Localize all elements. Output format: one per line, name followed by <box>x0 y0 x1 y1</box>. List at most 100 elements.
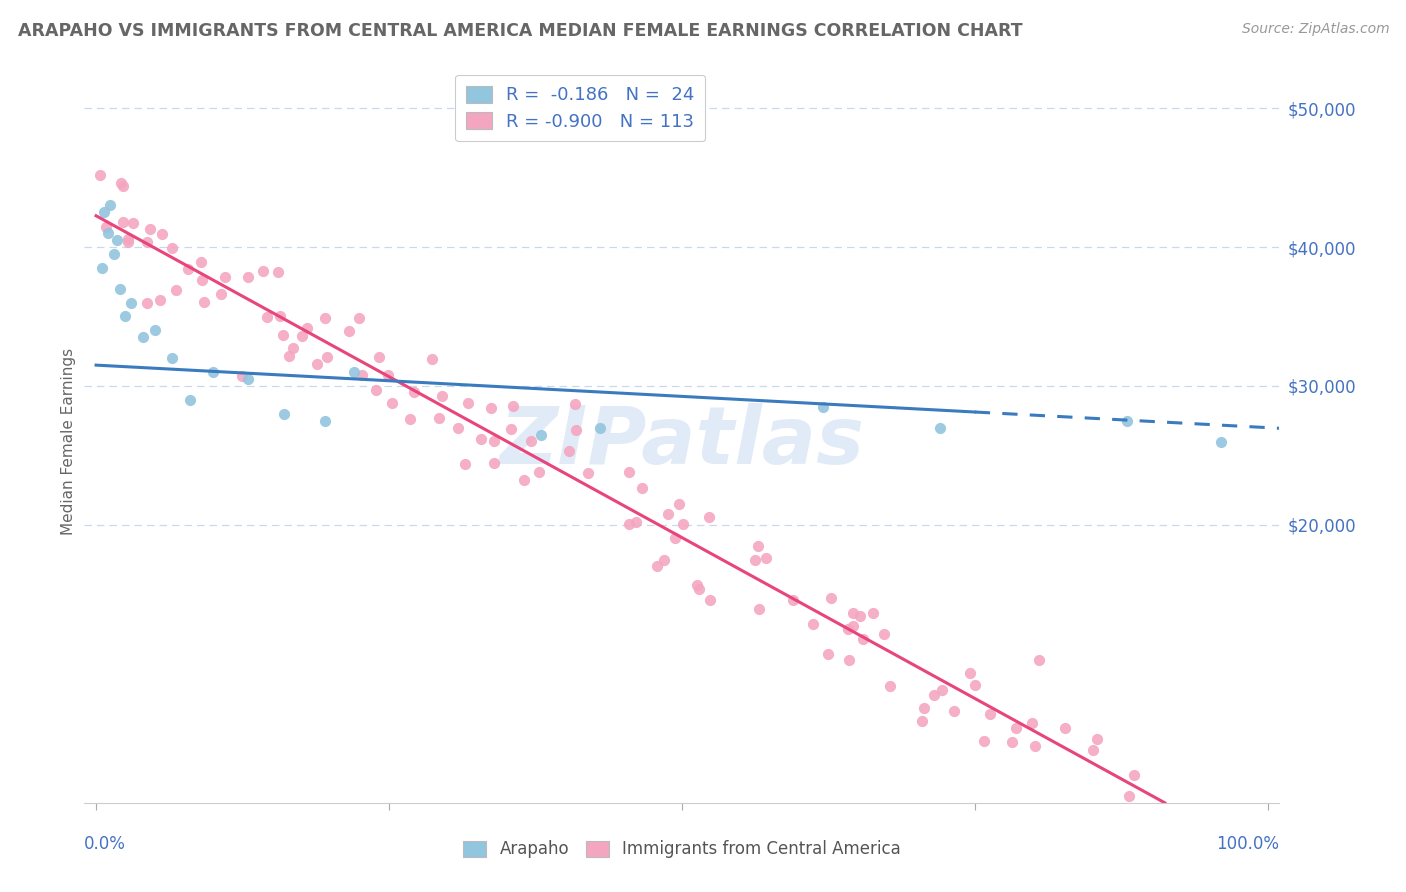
Point <box>911 714 934 728</box>
Point <box>564 397 586 411</box>
Point <box>108 282 131 296</box>
Point <box>1024 739 1046 753</box>
Text: ARAPAHO VS IMMIGRANTS FROM CENTRAL AMERICA MEDIAN FEMALE EARNINGS CORRELATION CH: ARAPAHO VS IMMIGRANTS FROM CENTRAL AMERI… <box>18 22 1024 40</box>
Point <box>963 677 986 691</box>
Point <box>420 351 443 366</box>
Point <box>209 286 232 301</box>
Point <box>803 616 825 631</box>
Text: 100.0%: 100.0% <box>1216 835 1279 854</box>
Point <box>1085 732 1108 747</box>
Point <box>105 233 128 247</box>
Point <box>231 368 253 383</box>
Point <box>149 293 172 307</box>
Point <box>122 216 145 230</box>
Point <box>873 626 896 640</box>
Point <box>699 593 721 607</box>
Point <box>482 456 505 470</box>
Point <box>291 329 314 343</box>
Point <box>748 602 770 616</box>
Point <box>447 421 470 435</box>
Point <box>959 665 981 680</box>
Point <box>193 294 215 309</box>
Point <box>398 412 420 426</box>
Point <box>973 734 995 748</box>
Point <box>630 481 652 495</box>
Legend: Arapaho, Immigrants from Central America: Arapaho, Immigrants from Central America <box>454 832 910 867</box>
Point <box>110 176 132 190</box>
Point <box>112 178 135 193</box>
Point <box>347 310 370 325</box>
Point <box>664 531 686 545</box>
Point <box>862 606 884 620</box>
Point <box>202 365 225 379</box>
Point <box>849 608 872 623</box>
Point <box>273 407 295 421</box>
Point <box>117 235 139 250</box>
Point <box>513 473 536 487</box>
Point <box>269 309 291 323</box>
Point <box>520 434 543 449</box>
Text: ZIPatlas: ZIPatlas <box>499 402 865 481</box>
Point <box>457 396 479 410</box>
Point <box>283 341 305 355</box>
Point <box>482 434 505 448</box>
Point <box>1021 716 1043 731</box>
Point <box>668 497 690 511</box>
Text: Source: ZipAtlas.com: Source: ZipAtlas.com <box>1241 22 1389 37</box>
Point <box>97 226 120 240</box>
Point <box>307 357 329 371</box>
Point <box>470 432 492 446</box>
Point <box>1083 743 1105 757</box>
Point <box>179 392 201 407</box>
Point <box>343 365 366 379</box>
Point <box>430 389 453 403</box>
Point <box>838 653 860 667</box>
Point <box>501 422 523 436</box>
Point <box>267 265 290 279</box>
Point <box>1028 653 1050 667</box>
Point <box>852 632 875 646</box>
Point <box>314 310 336 325</box>
Point <box>165 283 187 297</box>
Point <box>214 269 236 284</box>
Point <box>136 235 159 249</box>
Point <box>837 622 859 636</box>
Point <box>177 262 200 277</box>
Point <box>928 420 950 434</box>
Point <box>377 368 399 382</box>
Point <box>138 221 160 235</box>
Point <box>697 510 720 524</box>
Point <box>271 328 294 343</box>
Point <box>1005 721 1028 735</box>
Point <box>352 368 374 383</box>
Point <box>190 272 212 286</box>
Point <box>364 383 387 397</box>
Point <box>295 321 318 335</box>
Point <box>160 242 183 256</box>
Point <box>314 414 336 428</box>
Point <box>672 517 695 532</box>
Point <box>943 704 966 718</box>
Point <box>367 350 389 364</box>
Point <box>402 384 425 399</box>
Point <box>811 400 834 414</box>
Point <box>617 466 640 480</box>
Point <box>931 682 953 697</box>
Point <box>842 618 865 632</box>
Point <box>162 351 183 366</box>
Point <box>93 205 115 219</box>
Point <box>136 296 159 310</box>
Point <box>912 701 935 715</box>
Point <box>820 591 842 605</box>
Point <box>114 310 136 324</box>
Point <box>744 553 766 567</box>
Point <box>238 372 260 386</box>
Point <box>190 255 212 269</box>
Point <box>1116 414 1139 428</box>
Point <box>564 423 586 437</box>
Text: 0.0%: 0.0% <box>84 835 127 854</box>
Point <box>558 443 581 458</box>
Point <box>120 295 142 310</box>
Point <box>502 399 524 413</box>
Point <box>645 558 668 573</box>
